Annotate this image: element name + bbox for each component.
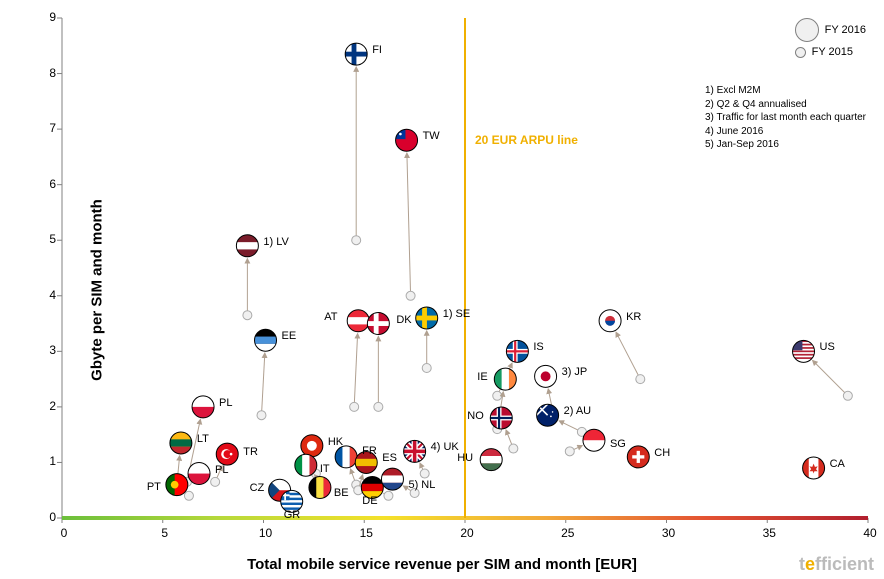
chart-container: { "canvas":{"width":884,"height":579}, "… — [0, 0, 884, 579]
x-tick-25: 25 — [558, 526, 578, 540]
label-PT: PT — [147, 481, 161, 493]
label-DK: DK — [396, 314, 411, 326]
y-tick-0: 0 — [38, 510, 56, 524]
label-FR: FR — [362, 445, 377, 457]
y-tick-6: 6 — [38, 177, 56, 191]
y-tick-8: 8 — [38, 66, 56, 80]
y-tick-7: 7 — [38, 121, 56, 135]
x-tick-40: 40 — [860, 526, 880, 540]
y-tick-9: 9 — [38, 10, 56, 24]
label-CZ: CZ — [250, 482, 265, 494]
x-tick-30: 30 — [659, 526, 679, 540]
label-TW: TW — [423, 130, 440, 142]
label-AT: AT — [324, 311, 337, 323]
label-KR: KR — [626, 311, 641, 323]
label-BE: BE — [334, 487, 349, 499]
label-SG: SG — [610, 438, 626, 450]
label-SE: 1) SE — [443, 308, 471, 320]
label-JP: 3) JP — [562, 366, 588, 378]
y-tick-3: 3 — [38, 343, 56, 357]
arpu-line-label: 20 EUR ARPU line — [475, 133, 578, 147]
chart-svg — [0, 0, 884, 579]
y-tick-5: 5 — [38, 232, 56, 246]
label-UK: 4) UK — [431, 441, 459, 453]
label-EE: EE — [282, 330, 297, 342]
x-tick-35: 35 — [759, 526, 779, 540]
y-tick-2: 2 — [38, 399, 56, 413]
label-NL: 5) NL — [408, 479, 435, 491]
y-tick-1: 1 — [38, 454, 56, 468]
label-FI: FI — [372, 44, 382, 56]
y-tick-4: 4 — [38, 288, 56, 302]
label-HU: HU — [457, 452, 473, 464]
label-CA: CA — [830, 458, 845, 470]
label-NO: NO — [467, 410, 484, 422]
label-PL: PL — [219, 397, 232, 409]
label-ES: ES — [382, 452, 397, 464]
x-tick-10: 10 — [256, 526, 276, 540]
label-DE: DE — [362, 495, 377, 507]
label-IE: IE — [477, 371, 487, 383]
label-IS: IS — [533, 341, 543, 353]
x-tick-0: 0 — [54, 526, 74, 540]
x-tick-20: 20 — [457, 526, 477, 540]
label-LV: 1) LV — [263, 236, 288, 248]
label-LT: LT — [197, 433, 209, 445]
label-IT: IT — [320, 463, 330, 475]
x-tick-5: 5 — [155, 526, 175, 540]
label-HK: HK — [328, 436, 343, 448]
label-AU: 2) AU — [564, 405, 592, 417]
x-tick-15: 15 — [356, 526, 376, 540]
label-TR: TR — [243, 446, 258, 458]
label-US: US — [820, 341, 835, 353]
label-CH: CH — [654, 447, 670, 459]
label-GR: GR — [284, 509, 301, 521]
label-PL2: PL — [215, 464, 228, 476]
